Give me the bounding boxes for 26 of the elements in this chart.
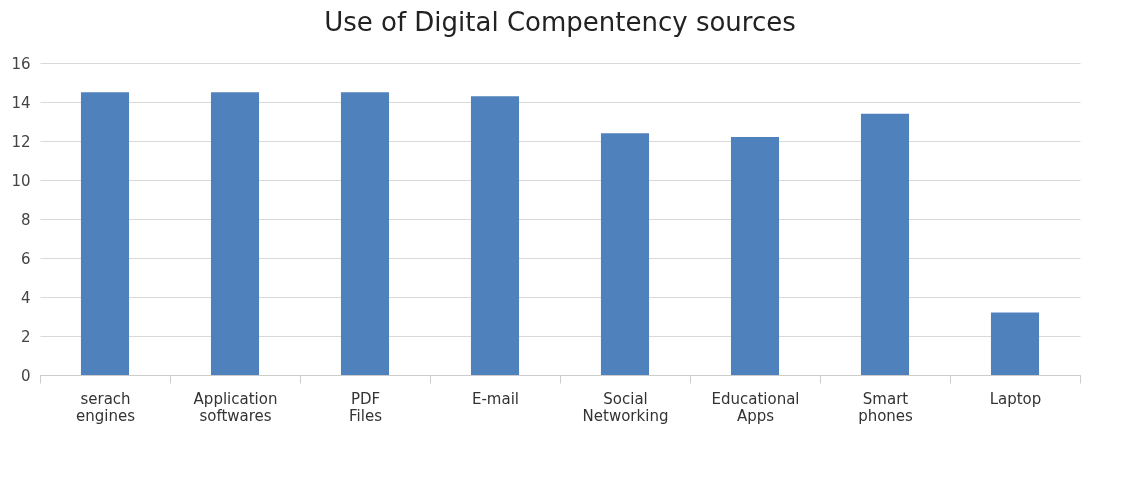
bar xyxy=(340,92,390,375)
chart-title: Use of Digital Compentency sources xyxy=(324,7,796,37)
x-tick-label: Smart phones xyxy=(858,389,914,425)
y-tick-label: 2 xyxy=(20,327,31,346)
y-tick-label: 6 xyxy=(20,249,31,268)
y-tick-label: 4 xyxy=(20,288,31,307)
x-tick-label: Laptop xyxy=(989,389,1042,408)
x-tick-label: Application softwares xyxy=(193,389,278,425)
bar xyxy=(860,113,910,375)
bar xyxy=(990,312,1040,375)
x-tick-label: PDF Files xyxy=(349,389,383,425)
bar xyxy=(80,92,130,375)
bar xyxy=(470,96,520,375)
y-tick-label: 16 xyxy=(11,54,31,73)
y-tick-label: 14 xyxy=(11,93,31,112)
x-tick-label: Educational Apps xyxy=(711,389,800,425)
x-tick-label: E-mail xyxy=(471,389,520,408)
bar xyxy=(210,92,260,375)
y-tick-label: 0 xyxy=(20,366,31,385)
bar xyxy=(600,133,650,375)
y-tick-label: 8 xyxy=(20,210,31,229)
y-tick-label: 10 xyxy=(11,171,31,190)
x-tick-label: Social Networking xyxy=(582,389,669,425)
x-tick-label: serach engines xyxy=(76,389,136,425)
bar xyxy=(730,137,780,375)
y-tick-label: 12 xyxy=(11,132,31,151)
